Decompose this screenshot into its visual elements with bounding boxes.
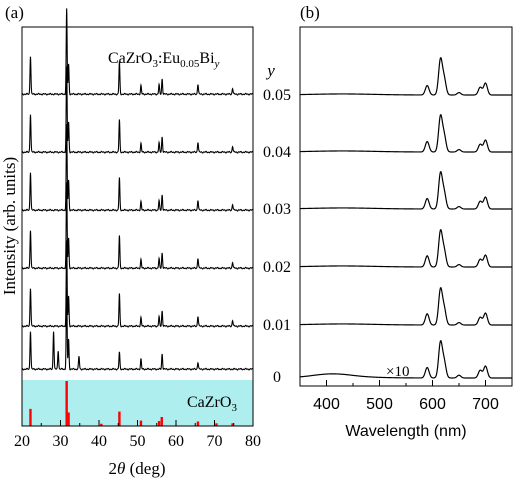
panel-b-trace-y-0.05 xyxy=(299,57,512,96)
series-label: 0.05 xyxy=(263,87,291,104)
panel-a-x-tick-label: 30 xyxy=(53,433,69,450)
panel-b-traces xyxy=(299,57,512,379)
panel-a-x-tick-label: 50 xyxy=(130,433,146,450)
panel-b-emission: 400 500 600 700 (b) ×10 Wavelength (nm) xyxy=(299,3,513,440)
series-label: 0.02 xyxy=(263,259,291,276)
panel-a-trace-y-0.04 xyxy=(21,66,254,154)
multiplier-label: ×10 xyxy=(386,364,409,380)
panel-a-x-tick-label: 70 xyxy=(207,433,223,450)
panel-b-label: (b) xyxy=(300,3,320,22)
panel-b-trace-y-0.03 xyxy=(299,171,512,210)
series-label: 0.04 xyxy=(263,144,291,161)
panel-b-frame xyxy=(299,26,513,387)
panel-a-x-axis-label: 2θ (deg) xyxy=(109,459,166,478)
panel-a-annotation: CaZrO3:Eu0.05Biy xyxy=(108,50,220,70)
panel-a-xrd: 20 30 40 50 60 70 80 (a) CaZrO3:Eu0.05Biy CaZr… xyxy=(0,3,261,478)
panel-a-reference-lines xyxy=(29,381,234,426)
panel-a-trace-y-0.02 xyxy=(21,182,254,270)
panel-a-x-tick-label: 20 xyxy=(14,433,30,450)
panel-b-trace-y-0 xyxy=(299,340,512,379)
panel-a-x-tick-label: 80 xyxy=(245,433,261,450)
panel-b-x-tick-label: 500 xyxy=(366,396,393,413)
series-labels: y 0.05 0.04 0.03 0.02 0.01 0 xyxy=(263,61,291,386)
panel-b-x-ticks: 400 500 600 700 xyxy=(299,380,513,413)
panel-a-frame xyxy=(21,26,254,427)
series-legend-title: y xyxy=(265,61,275,80)
series-label: 0.01 xyxy=(263,317,291,334)
panel-b-trace-y-0.02 xyxy=(299,229,512,268)
panel-b-trace-y-0.04 xyxy=(299,114,512,153)
panel-a-label: (a) xyxy=(5,3,24,22)
panel-a-x-tick-label: 60 xyxy=(168,433,184,450)
panel-b-x-axis-label: Wavelength (nm) xyxy=(345,423,466,440)
series-label: 0.03 xyxy=(263,201,291,218)
panel-b-x-tick-label: 600 xyxy=(419,396,446,413)
panel-a-traces xyxy=(21,8,254,371)
series-label: 0 xyxy=(273,369,281,386)
panel-b-x-tick-label: 700 xyxy=(472,396,499,413)
y-axis-label: Intensity (arb. units) xyxy=(0,157,19,295)
panel-a-x-tick-label: 40 xyxy=(91,433,107,450)
panel-a-trace-y-0.03 xyxy=(21,124,254,212)
panel-a-reference-label: CaZrO3 xyxy=(187,394,237,414)
panel-a-trace-y-0.05 xyxy=(21,8,254,96)
panel-b-x-tick-label: 400 xyxy=(313,396,340,413)
panel-a-trace-y-0.01 xyxy=(21,240,254,328)
panel-a-trace-y-0 xyxy=(21,287,254,371)
panel-b-trace-y-0.01 xyxy=(299,287,512,326)
panel-a-reference-band xyxy=(22,380,253,426)
panel-a-x-ticks: 20 30 40 50 60 70 80 xyxy=(14,420,261,450)
